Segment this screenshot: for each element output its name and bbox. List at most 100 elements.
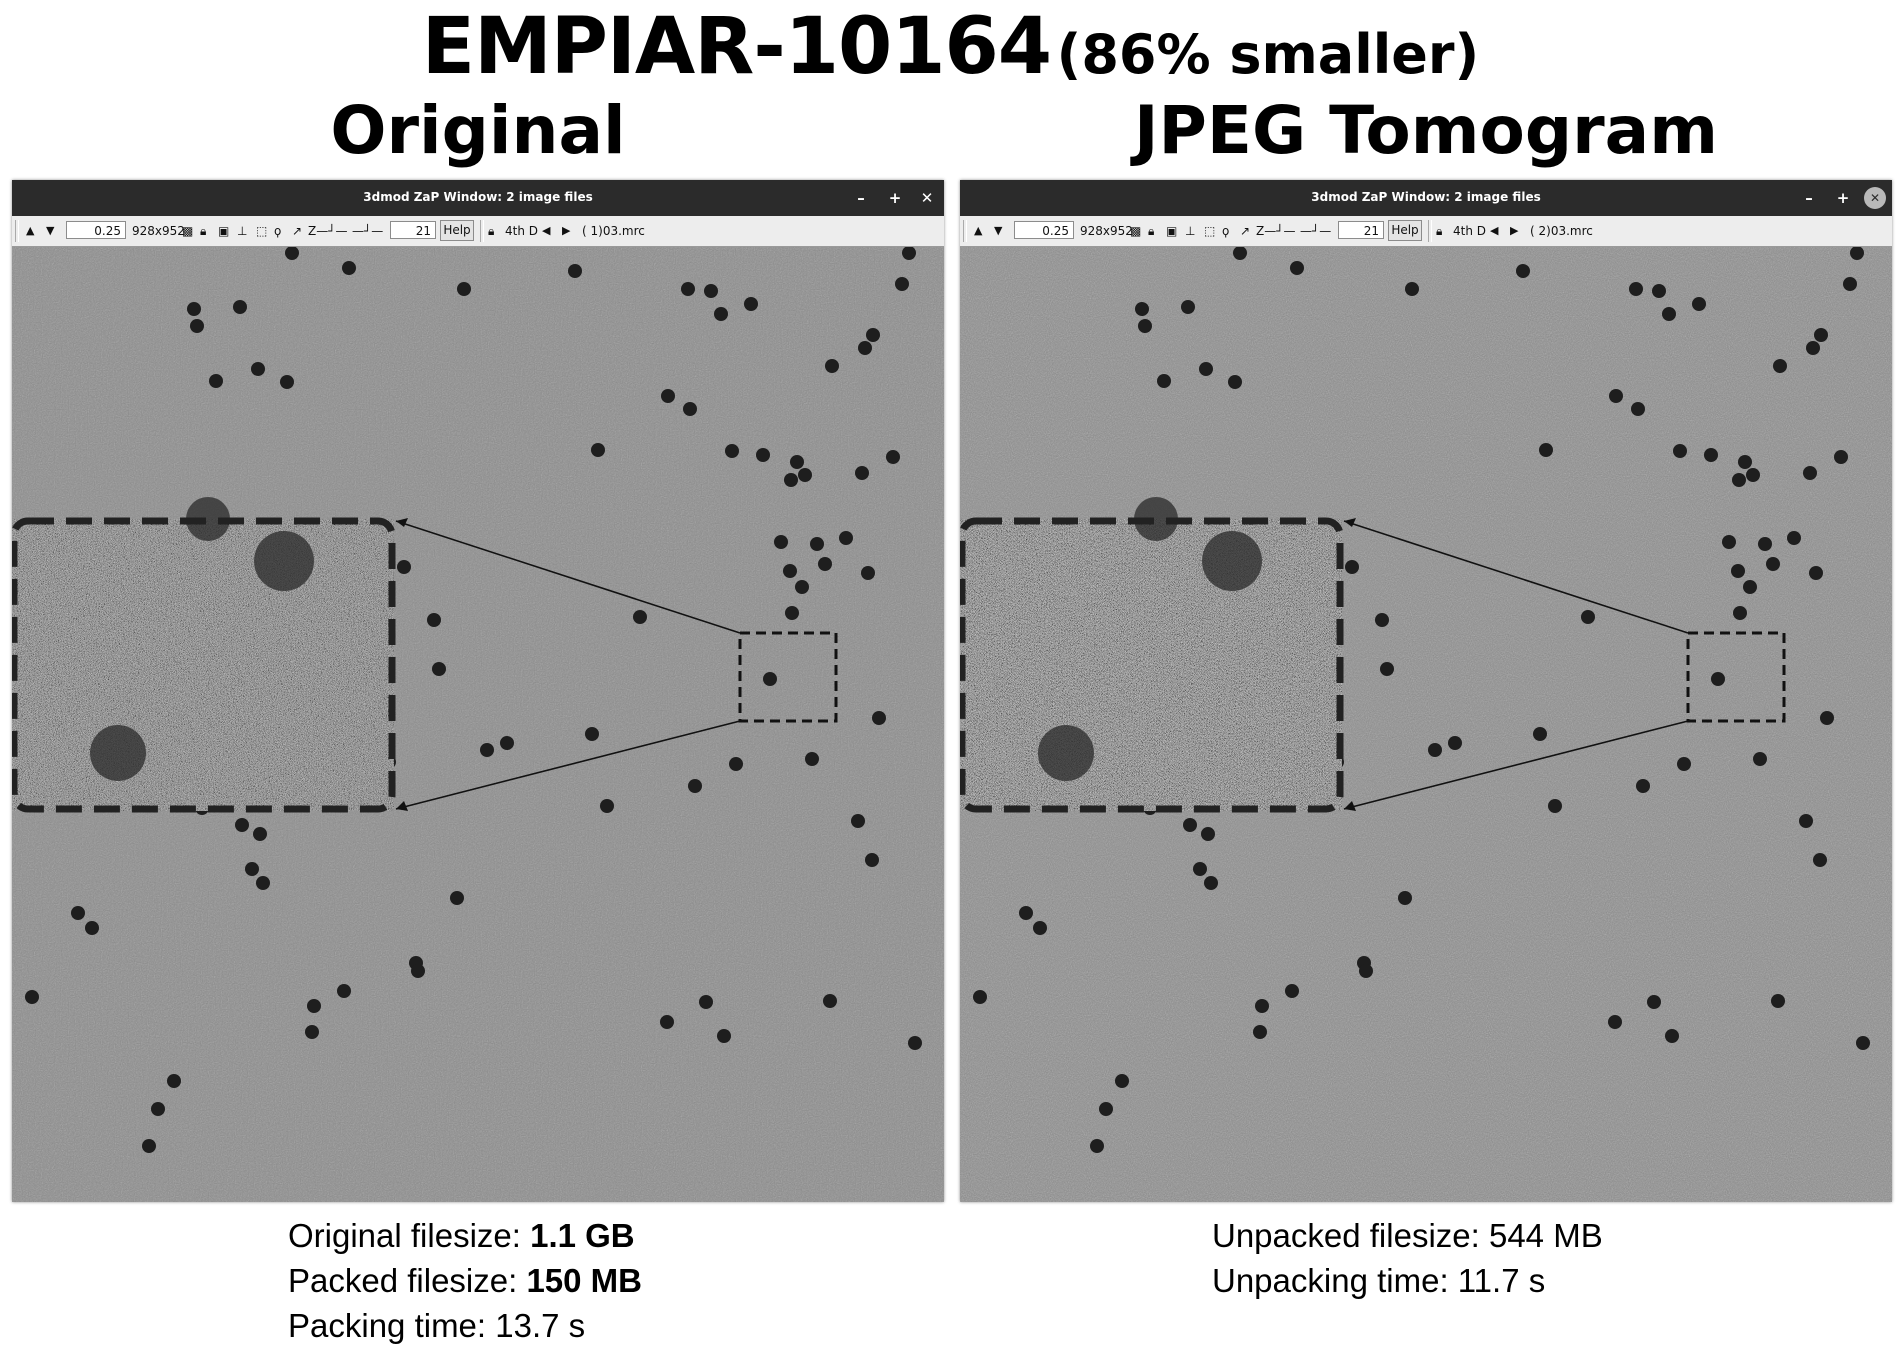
tomogram-viewport[interactable] bbox=[960, 247, 1892, 1202]
up-arrow-icon[interactable]: ▲ bbox=[974, 224, 983, 237]
gold-particle bbox=[187, 302, 201, 316]
unpacked-filesize-line: Unpacked filesize: 544 MB bbox=[1212, 1213, 1603, 1258]
gold-particle bbox=[688, 779, 702, 793]
checker-icon[interactable]: ▩ bbox=[182, 224, 194, 238]
close-button[interactable]: ✕ bbox=[1864, 187, 1886, 209]
stat-label: Unpacking time: 11.7 s bbox=[1212, 1262, 1546, 1299]
rubber-band-icon[interactable]: ⬚ bbox=[1204, 224, 1216, 238]
gold-particle bbox=[235, 818, 249, 832]
gold-particle bbox=[1233, 247, 1247, 260]
lock-icon[interactable]: 🔒︎ bbox=[488, 224, 495, 238]
next-icon[interactable]: ▶ bbox=[1510, 224, 1519, 237]
stat-label: Unpacked filesize: 544 MB bbox=[1212, 1217, 1603, 1254]
stat-label: Packed filesize: bbox=[288, 1262, 527, 1299]
pin-icon[interactable]: ⊥ bbox=[1185, 224, 1196, 238]
z-slider-icon[interactable]: —┘— bbox=[352, 224, 384, 238]
gold-particle bbox=[1743, 580, 1757, 594]
gold-particle bbox=[1516, 264, 1530, 278]
section-field[interactable]: 21 bbox=[1338, 221, 1384, 239]
help-button[interactable]: Help bbox=[1388, 220, 1422, 241]
gold-particle bbox=[209, 374, 223, 388]
down-arrow-icon[interactable]: ▼ bbox=[994, 224, 1003, 237]
figure-title: EMPIAR-10164 (86% smaller) bbox=[0, 2, 1901, 92]
gold-particle bbox=[1290, 261, 1304, 275]
tomogram-viewport[interactable] bbox=[12, 247, 944, 1202]
arrow-icon[interactable]: ↗ bbox=[292, 224, 303, 238]
gold-particle bbox=[825, 359, 839, 373]
lock-icon[interactable]: 🔒︎ bbox=[1436, 224, 1443, 238]
prev-icon[interactable]: ◀ bbox=[542, 224, 551, 237]
gold-particle bbox=[661, 389, 675, 403]
section-field[interactable]: 21 bbox=[390, 221, 436, 239]
down-arrow-icon[interactable]: ▼ bbox=[46, 224, 55, 237]
file-label: ( 1)03.mrc bbox=[582, 224, 645, 238]
toolbar-separator bbox=[963, 220, 967, 242]
gold-particle bbox=[1704, 448, 1718, 462]
gold-particle bbox=[1806, 341, 1820, 355]
zap-window-original[interactable]: 3dmod ZaP Window: 2 image files – + ✕ ▲ ▼ 0.25… bbox=[12, 180, 944, 1202]
arrow-icon[interactable]: ↗ bbox=[1240, 224, 1251, 238]
minimize-button[interactable]: – bbox=[1805, 189, 1813, 207]
close-button[interactable]: ✕ bbox=[920, 189, 934, 207]
gold-particle bbox=[866, 328, 880, 342]
lock-icon[interactable]: 🔒︎ bbox=[200, 224, 207, 238]
rubber-band-icon[interactable]: ⬚ bbox=[256, 224, 268, 238]
gold-particle bbox=[1803, 466, 1817, 480]
gold-particle bbox=[1631, 402, 1645, 416]
magnified-particle bbox=[254, 531, 314, 591]
gold-particle bbox=[233, 300, 247, 314]
zoom-field[interactable]: 0.25 bbox=[66, 221, 126, 239]
lasso-icon[interactable]: ϙ bbox=[1222, 224, 1230, 238]
z-slider-icon[interactable]: Z—┘— bbox=[1256, 224, 1296, 238]
z-slider-icon[interactable]: Z—┘— bbox=[308, 224, 348, 238]
gold-particle bbox=[633, 610, 647, 624]
file-label: ( 2)03.mrc bbox=[1530, 224, 1593, 238]
gold-particle bbox=[1405, 282, 1419, 296]
maximize-button[interactable]: + bbox=[888, 189, 902, 207]
minimize-button[interactable]: – bbox=[857, 189, 865, 207]
window-titlebar[interactable]: 3dmod ZaP Window: 2 image files – + ✕ bbox=[960, 180, 1892, 216]
gold-particle bbox=[1820, 711, 1834, 725]
gold-particle bbox=[1636, 779, 1650, 793]
up-arrow-icon[interactable]: ▲ bbox=[26, 224, 35, 237]
gold-particle bbox=[1138, 319, 1152, 333]
gold-particle bbox=[861, 566, 875, 580]
maximize-button[interactable]: + bbox=[1836, 189, 1850, 207]
gold-particle bbox=[1359, 964, 1373, 978]
gold-particle bbox=[908, 1036, 922, 1050]
gold-particle bbox=[307, 999, 321, 1013]
z-slider-icon[interactable]: —┘— bbox=[1300, 224, 1332, 238]
prev-icon[interactable]: ◀ bbox=[1490, 224, 1499, 237]
box-icon[interactable]: ▣ bbox=[1166, 224, 1178, 238]
gold-particle bbox=[1228, 375, 1242, 389]
packed-filesize-line: Packed filesize: 150 MB bbox=[288, 1258, 642, 1303]
gold-particle bbox=[973, 990, 987, 1004]
unpacking-time-line: Unpacking time: 11.7 s bbox=[1212, 1258, 1603, 1303]
toolbar-separator bbox=[1428, 220, 1432, 242]
gold-particle bbox=[1814, 328, 1828, 342]
help-button[interactable]: Help bbox=[440, 220, 474, 241]
gold-particle bbox=[902, 247, 916, 260]
checker-icon[interactable]: ▩ bbox=[1130, 224, 1142, 238]
box-icon[interactable]: ▣ bbox=[218, 224, 230, 238]
gold-particle bbox=[1375, 613, 1389, 627]
pin-icon[interactable]: ⊥ bbox=[237, 224, 248, 238]
gold-particle bbox=[397, 560, 411, 574]
window-titlebar[interactable]: 3dmod ZaP Window: 2 image files – + ✕ bbox=[12, 180, 944, 216]
gold-particle bbox=[167, 1074, 181, 1088]
gold-particle bbox=[798, 468, 812, 482]
zoom-region-box bbox=[1686, 631, 1786, 723]
lock-icon[interactable]: 🔒︎ bbox=[1148, 224, 1155, 238]
gold-particle bbox=[190, 319, 204, 333]
gold-particle bbox=[1652, 284, 1666, 298]
stat-label: Packing time: 13.7 s bbox=[288, 1307, 586, 1344]
zoom-field[interactable]: 0.25 bbox=[1014, 221, 1074, 239]
gold-particle bbox=[1677, 757, 1691, 771]
lasso-icon[interactable]: ϙ bbox=[274, 224, 282, 238]
gold-particle bbox=[1662, 307, 1676, 321]
gold-particle bbox=[699, 995, 713, 1009]
zap-window-jpeg[interactable]: 3dmod ZaP Window: 2 image files – + ✕ ▲ ▼ 0.25… bbox=[960, 180, 1892, 1202]
next-icon[interactable]: ▶ bbox=[562, 224, 571, 237]
gold-particle bbox=[865, 853, 879, 867]
gold-particle bbox=[253, 827, 267, 841]
